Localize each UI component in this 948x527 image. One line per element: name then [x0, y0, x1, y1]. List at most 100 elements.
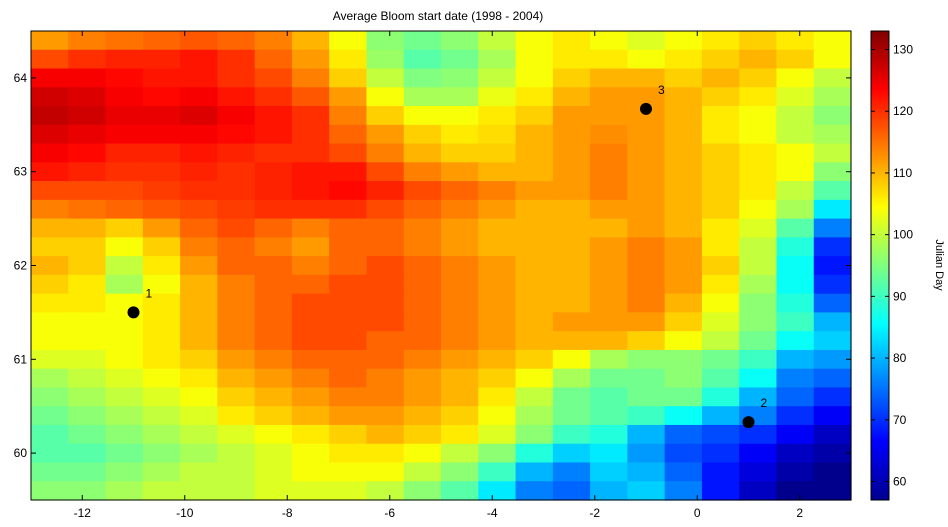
heatmap-cell: [478, 274, 517, 295]
heatmap-cell: [515, 368, 554, 389]
heatmap-cell: [105, 31, 144, 51]
colorbar-tick-label: 60: [893, 474, 907, 488]
heatmap-cell: [627, 218, 666, 238]
heatmap-cell: [441, 124, 479, 145]
heatmap-cell: [590, 349, 628, 370]
heatmap-cell: [441, 406, 479, 426]
heatmap-cell: [776, 349, 815, 370]
heatmap-cell: [776, 312, 815, 332]
heatmap-cell: [590, 462, 628, 482]
heatmap-cell: [515, 331, 554, 351]
heatmap-cell: [105, 106, 144, 126]
heatmap-cell: [776, 406, 815, 426]
heatmap-cell: [478, 462, 517, 482]
heatmap-cell: [515, 181, 554, 201]
heatmap-cell: [701, 406, 740, 426]
heatmap-cell: [254, 124, 293, 145]
heatmap-cell: [105, 443, 144, 464]
colorbar-axis: 60 70 80 90 100 110 120 130: [871, 43, 913, 488]
heatmap-cell: [590, 312, 628, 332]
heatmap-cell: [701, 162, 740, 182]
heatmap-cell: [68, 237, 107, 257]
heatmap-cell: [403, 293, 442, 313]
heatmap-cell: [68, 87, 107, 107]
heatmap-cell: [329, 256, 368, 276]
heatmap-cell: [590, 124, 628, 145]
heatmap-cell: [515, 124, 554, 145]
heatmap-cell: [441, 424, 479, 445]
heatmap-cell: [515, 274, 554, 295]
heatmap-cell: [552, 237, 591, 257]
heatmap-cell: [590, 106, 628, 126]
heatmap-cell: [478, 124, 517, 145]
heatmap-cell: [515, 31, 554, 51]
station-marker: [127, 306, 140, 319]
heatmap-cell: [552, 181, 591, 201]
heatmap-cell: [366, 218, 405, 238]
heatmap-cell: [105, 143, 144, 163]
heatmap-cell: [664, 443, 703, 464]
heatmap-cell: [403, 406, 442, 426]
heatmap-cell: [627, 162, 666, 182]
heatmap-cell: [180, 181, 218, 201]
heatmap-cell: [142, 481, 181, 501]
heatmap-cell: [142, 143, 181, 163]
heatmap-cell: [813, 256, 852, 276]
y-tick-label: 64: [14, 71, 28, 85]
heatmap-cell: [105, 124, 144, 145]
heatmap-cell: [180, 462, 218, 482]
heatmap-cell: [441, 218, 479, 238]
heatmap-cell: [217, 481, 256, 501]
heatmap-cell: [664, 199, 703, 220]
heatmap-cell: [291, 349, 330, 370]
heatmap-cell: [441, 181, 479, 201]
heatmap-cell: [142, 49, 181, 70]
heatmap-cell: [142, 162, 181, 182]
heatmap-cell: [739, 199, 778, 220]
heatmap-cell: [68, 293, 107, 313]
heatmap-cell: [366, 406, 405, 426]
heatmap-cell: [180, 331, 218, 351]
heatmap-cell: [180, 274, 218, 295]
colorbar-tick-label: 120: [893, 104, 913, 118]
heatmap-cell: [441, 387, 479, 407]
heatmap-cell: [68, 106, 107, 126]
heatmap-cell: [813, 162, 852, 182]
heatmap-cell: [329, 49, 368, 70]
heatmap-cell: [291, 181, 330, 201]
heatmap-cell: [68, 312, 107, 332]
heatmap-cell: [701, 274, 740, 295]
heatmap-cell: [813, 312, 852, 332]
heatmap-cell: [31, 424, 69, 445]
heatmap-cell: [142, 368, 181, 389]
heatmap-cell: [31, 199, 69, 220]
heatmap-cell: [366, 387, 405, 407]
heatmap-cell: [105, 462, 144, 482]
heatmap-cell: [142, 274, 181, 295]
point-markers: 1 2 3: [127, 83, 768, 429]
colorbar-tick-label: 110: [893, 166, 912, 180]
heatmap-cell: [515, 349, 554, 370]
heatmap-cell: [813, 49, 852, 70]
heatmap-cell: [31, 87, 69, 107]
heatmap-cell: [254, 312, 293, 332]
heatmap-cell: [329, 481, 368, 501]
heatmap-cell: [403, 162, 442, 182]
heatmap-cell: [813, 199, 852, 220]
heatmap-cell: [627, 87, 666, 107]
heatmap-cell: [441, 274, 479, 295]
heatmap-cell: [142, 256, 181, 276]
heatmap-cell: [68, 49, 107, 70]
heatmap-cell: [701, 68, 740, 88]
heatmap-cell: [68, 124, 107, 145]
heatmap-cell: [813, 293, 852, 313]
heatmap-cell: [813, 31, 852, 51]
heatmap-cell: [254, 481, 293, 501]
heatmap-cell: [813, 349, 852, 370]
heatmap-cell: [68, 406, 107, 426]
heatmap-cell: [515, 162, 554, 182]
heatmap-cell: [254, 143, 293, 163]
heatmap-cell: [180, 162, 218, 182]
heatmap-cell: [664, 274, 703, 295]
heatmap-cell: [701, 462, 740, 482]
